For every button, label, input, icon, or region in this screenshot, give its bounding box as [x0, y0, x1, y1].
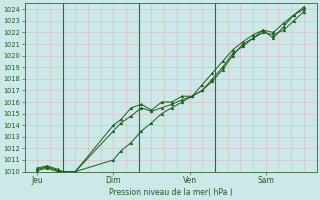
- X-axis label: Pression niveau de la mer( hPa ): Pression niveau de la mer( hPa ): [109, 188, 232, 197]
